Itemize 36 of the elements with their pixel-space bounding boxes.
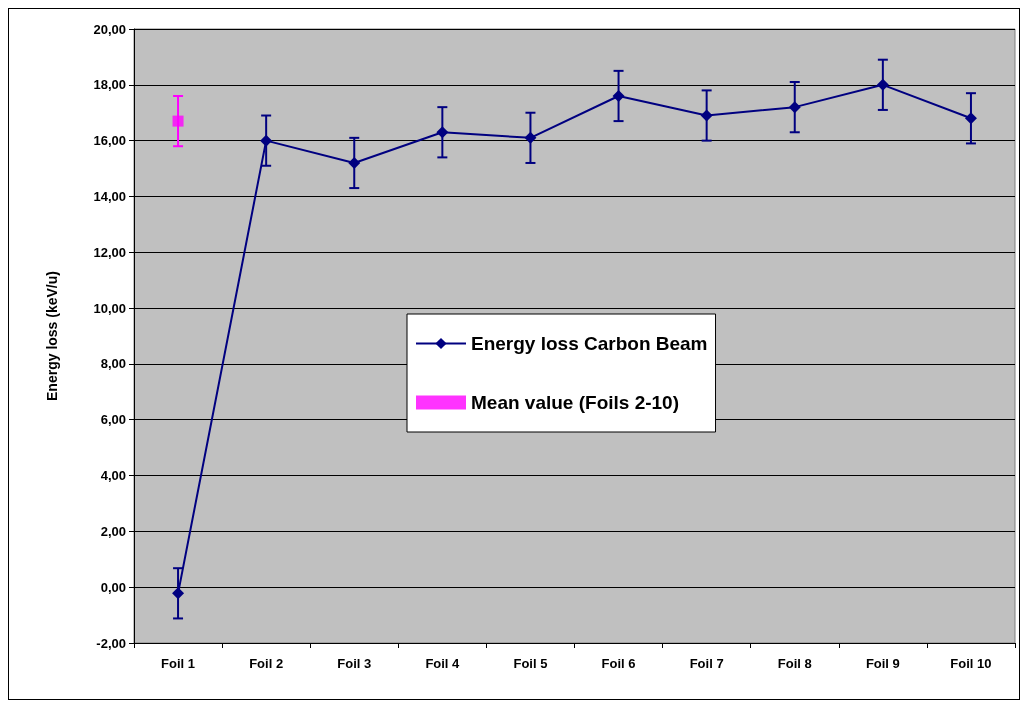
point [700,109,713,122]
y-tick-label: -2,00 [96,635,126,651]
point [612,89,625,102]
y-tick-label: 20,00 [93,21,126,37]
x-tick-label: Foil 6 [601,656,636,671]
y-tick-label: 16,00 [93,133,126,149]
x-tick-label: Foil 7 [689,656,724,671]
point [348,156,361,169]
legend-label: Energy loss Carbon Beam [471,333,708,354]
legend-label: Mean value (Foils 2-10) [471,392,680,413]
point [172,115,184,127]
point [788,101,801,114]
y-axis-title: Energy loss (keV/u) [44,271,60,401]
y-tick-label: 12,00 [93,244,126,260]
x-tick-label: Foil 3 [337,656,372,671]
x-tick-label: Foil 10 [950,656,992,671]
point [964,112,977,125]
x-tick-label: Foil 1 [161,656,196,671]
y-tick-label: 0,00 [100,579,126,595]
point [172,587,185,600]
x-tick-label: Foil 5 [513,656,548,671]
x-tick-label: Foil 2 [249,656,284,671]
point [876,78,889,91]
y-tick-label: 2,00 [100,523,126,539]
x-tick-label: Foil 9 [865,656,900,671]
y-tick-label: 14,00 [93,188,126,204]
point [524,131,537,144]
y-tick-label: 8,00 [100,356,126,372]
y-tick-label: 4,00 [100,468,126,484]
x-tick-label: Foil 8 [777,656,812,671]
y-tick-label: 10,00 [93,300,126,316]
point [436,126,449,139]
x-tick-label: Foil 4 [425,656,461,671]
y-tick-label: 18,00 [93,77,126,93]
y-tick-label: 6,00 [100,412,126,428]
point [260,134,273,147]
